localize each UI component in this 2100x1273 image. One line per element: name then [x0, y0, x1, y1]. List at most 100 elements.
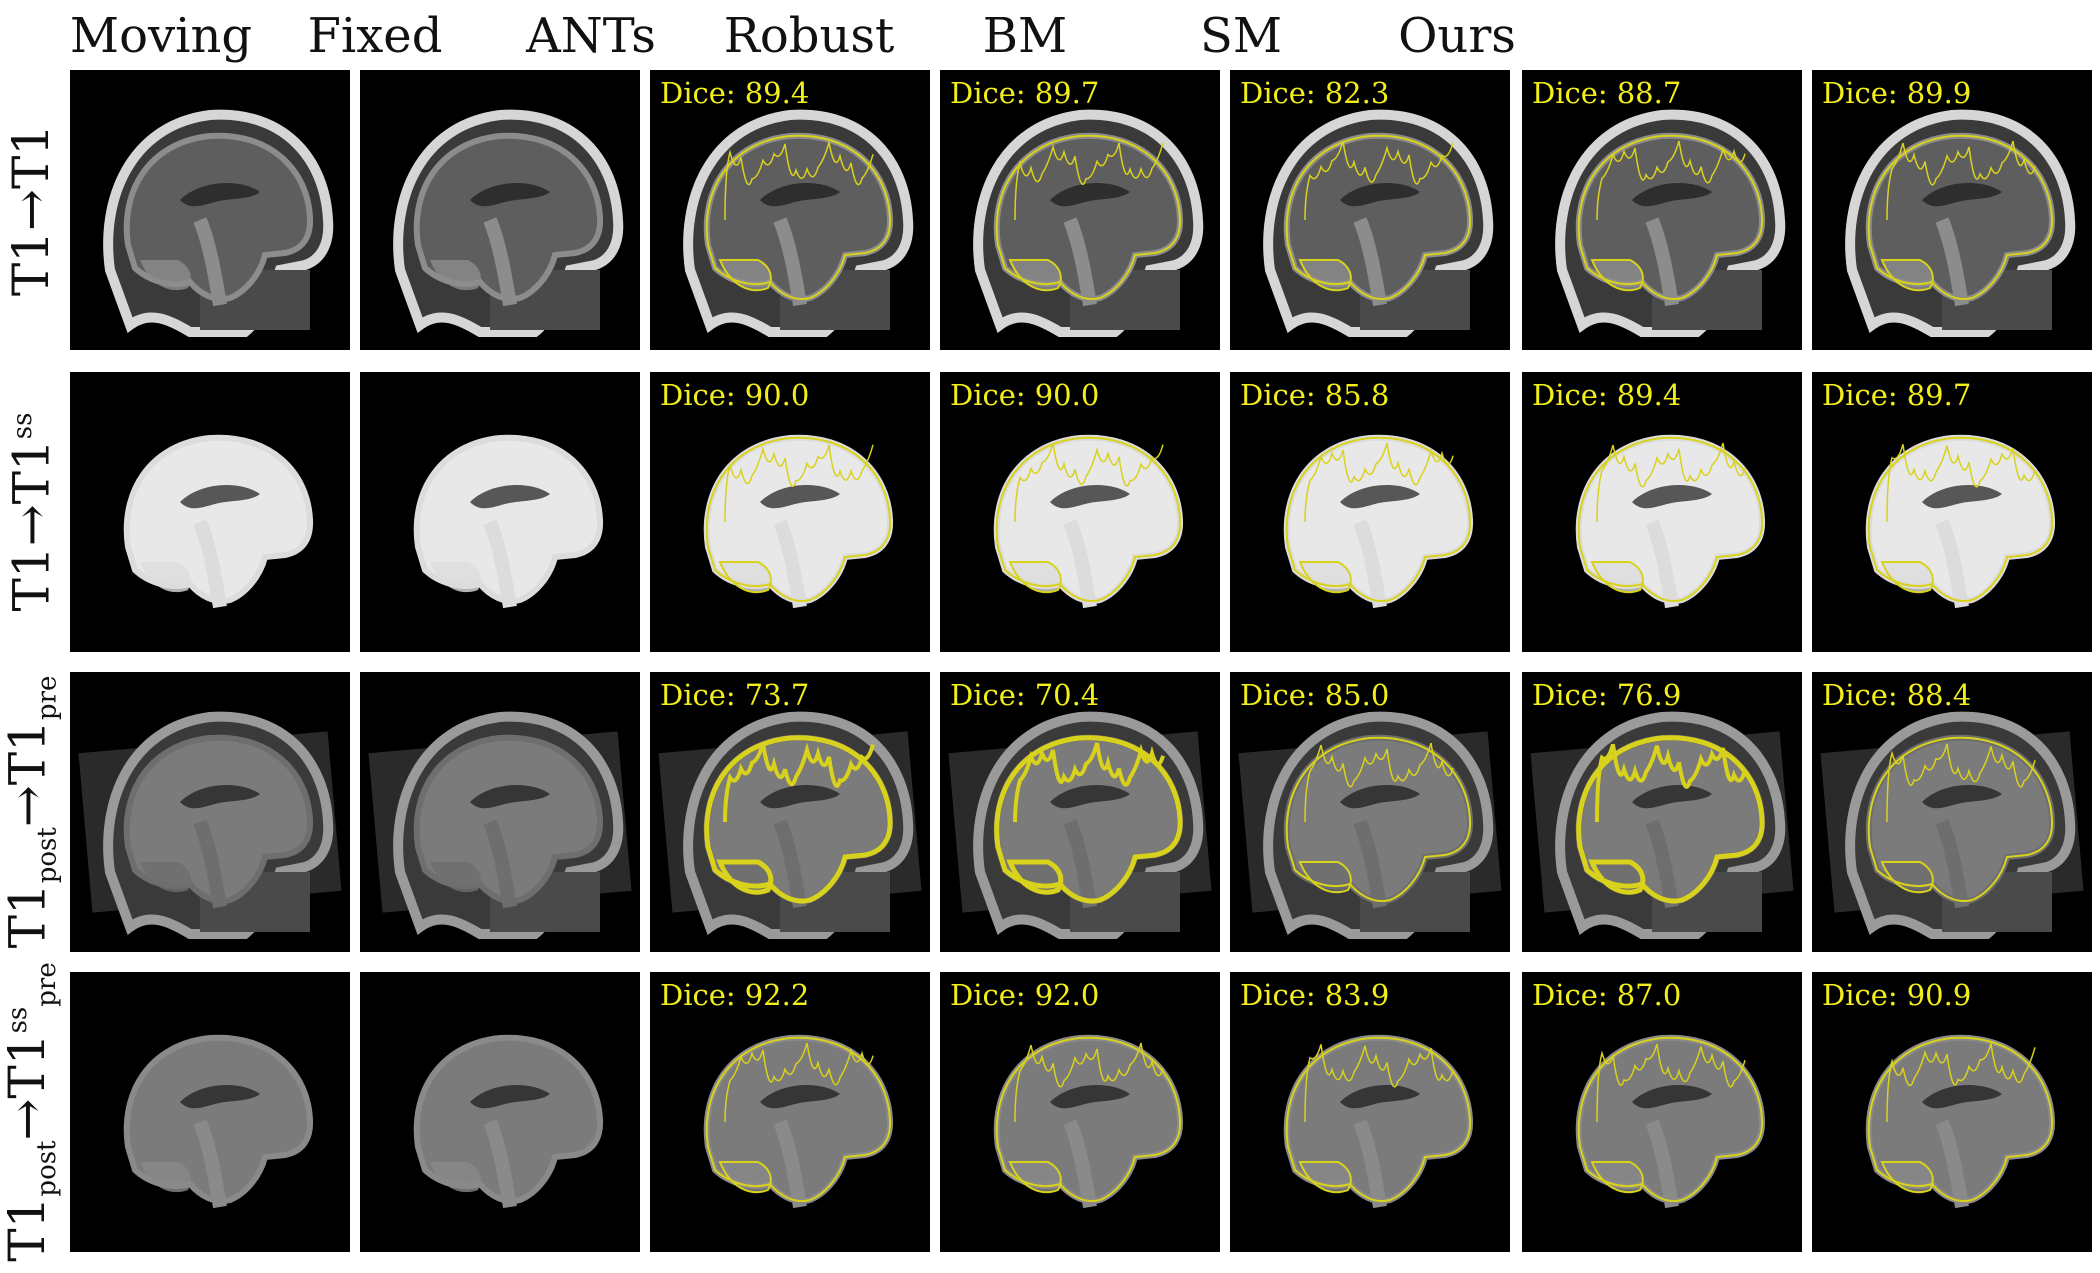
mri-panel-r1-ours: Dice: 89.9: [1812, 70, 2092, 350]
dice-score-label: Dice: 89.4: [1532, 378, 1681, 412]
dice-prefix: Dice:: [660, 76, 736, 110]
dice-value: 87.0: [1616, 978, 1682, 1012]
row-label-2: T1→T1ss: [2, 412, 60, 612]
brain-slice-image: [1238, 711, 1502, 939]
dice-score-label: Dice: 87.0: [1532, 978, 1681, 1012]
mri-panel-r1-sm: Dice: 88.7: [1522, 70, 1802, 350]
dice-prefix: Dice:: [660, 378, 736, 412]
dice-score-label: Dice: 89.4: [660, 76, 809, 110]
dice-prefix: Dice:: [1240, 678, 1316, 712]
dice-value: 90.9: [1906, 978, 1972, 1012]
brain-slice-image: [1555, 109, 1786, 337]
mri-panel-r3-robust: Dice: 70.4: [940, 672, 1220, 952]
dice-prefix: Dice:: [1240, 378, 1316, 412]
dice-prefix: Dice:: [950, 378, 1026, 412]
dice-value: 89.9: [1906, 76, 1972, 110]
brain-slice-image: [1865, 434, 2056, 609]
dice-value: 76.9: [1616, 678, 1682, 712]
dice-score-label: Dice: 92.0: [950, 978, 1099, 1012]
mri-panel-r3-ants: Dice: 73.7: [650, 672, 930, 952]
dice-prefix: Dice:: [1532, 378, 1608, 412]
brain-slice-image: [993, 1034, 1184, 1209]
dice-value: 89.4: [1616, 378, 1682, 412]
dice-score-label: Dice: 82.3: [1240, 76, 1389, 110]
dice-value: 89.4: [744, 76, 810, 110]
mri-panel-r1-moving: [70, 70, 350, 350]
brain-slice-image: [703, 434, 894, 609]
dice-prefix: Dice:: [950, 978, 1026, 1012]
dice-prefix: Dice:: [1532, 678, 1608, 712]
brain-slice-image: [683, 109, 914, 337]
mri-panel-r1-ants: Dice: 89.4: [650, 70, 930, 350]
brain-slice-image: [973, 109, 1204, 337]
dice-value: 92.0: [1034, 978, 1100, 1012]
dice-value: 82.3: [1324, 76, 1390, 110]
brain-slice-image: [123, 434, 314, 609]
dice-prefix: Dice:: [1822, 678, 1898, 712]
brain-slice-image: [1283, 434, 1474, 609]
dice-value: 92.2: [744, 978, 810, 1012]
dice-score-label: Dice: 70.4: [950, 678, 1099, 712]
brain-slice-image: [393, 109, 624, 337]
dice-value: 89.7: [1906, 378, 1972, 412]
dice-score-label: Dice: 89.7: [1822, 378, 1971, 412]
brain-slice-image: [1820, 711, 2084, 939]
mri-panel-r2-sm: Dice: 89.4: [1522, 372, 1802, 652]
mri-panel-r3-fixed: [360, 672, 640, 952]
dice-score-label: Dice: 88.4: [1822, 678, 1971, 712]
mri-panel-r3-sm: Dice: 76.9: [1522, 672, 1802, 952]
brain-slice-image: [1530, 711, 1794, 939]
row-label-4: T1post→T1sspre: [0, 962, 62, 1262]
dice-value: 83.9: [1324, 978, 1390, 1012]
dice-value: 85.0: [1324, 678, 1390, 712]
brain-slice-image: [103, 109, 334, 337]
dice-prefix: Dice:: [660, 978, 736, 1012]
dice-score-label: Dice: 90.9: [1822, 978, 1971, 1012]
dice-value: 89.7: [1034, 76, 1100, 110]
brain-slice-image: [1283, 1034, 1474, 1209]
dice-prefix: Dice:: [950, 678, 1026, 712]
dice-prefix: Dice:: [1532, 76, 1608, 110]
brain-slice-image: [993, 434, 1184, 609]
dice-score-label: Dice: 89.9: [1822, 76, 1971, 110]
dice-prefix: Dice:: [1822, 76, 1898, 110]
column-header-ants: ANTs: [526, 8, 656, 64]
dice-prefix: Dice:: [950, 76, 1026, 110]
brain-slice-image: [413, 1034, 604, 1209]
column-header-sm: SM: [1199, 8, 1283, 64]
dice-score-label: Dice: 85.0: [1240, 678, 1389, 712]
dice-prefix: Dice:: [1240, 978, 1316, 1012]
column-header-moving: Moving: [69, 8, 253, 64]
dice-score-label: Dice: 89.7: [950, 76, 1099, 110]
dice-score-label: Dice: 90.0: [950, 378, 1099, 412]
dice-score-label: Dice: 88.7: [1532, 76, 1681, 110]
dice-prefix: Dice:: [1822, 378, 1898, 412]
brain-slice-image: [1865, 1034, 2056, 1209]
dice-prefix: Dice:: [1532, 978, 1608, 1012]
mri-panel-r2-fixed: [360, 372, 640, 652]
mri-panel-r2-bm: Dice: 85.8: [1230, 372, 1510, 652]
brain-slice-image: [1845, 109, 2076, 337]
dice-value: 70.4: [1034, 678, 1100, 712]
mri-panel-r4-bm: Dice: 83.9: [1230, 972, 1510, 1252]
dice-value: 88.4: [1906, 678, 1972, 712]
mri-panel-r1-fixed: [360, 70, 640, 350]
brain-slice-image: [1263, 109, 1494, 337]
dice-score-label: Dice: 85.8: [1240, 378, 1389, 412]
brain-slice-image: [658, 711, 922, 939]
mri-panel-r2-robust: Dice: 90.0: [940, 372, 1220, 652]
column-header-fixed: Fixed: [307, 8, 443, 64]
brain-slice-image: [78, 711, 342, 939]
mri-panel-r1-robust: Dice: 89.7: [940, 70, 1220, 350]
mri-panel-r2-ants: Dice: 90.0: [650, 372, 930, 652]
mri-panel-r2-ours: Dice: 89.7: [1812, 372, 2092, 652]
dice-score-label: Dice: 92.2: [660, 978, 809, 1012]
column-header-ours: Ours: [1398, 8, 1516, 64]
dice-value: 90.0: [1034, 378, 1100, 412]
dice-value: 85.8: [1324, 378, 1390, 412]
brain-slice-image: [413, 434, 604, 609]
dice-score-label: Dice: 90.0: [660, 378, 809, 412]
brain-slice-image: [123, 1034, 314, 1209]
mri-panel-r3-ours: Dice: 88.4: [1812, 672, 2092, 952]
mri-panel-r1-bm: Dice: 82.3: [1230, 70, 1510, 350]
